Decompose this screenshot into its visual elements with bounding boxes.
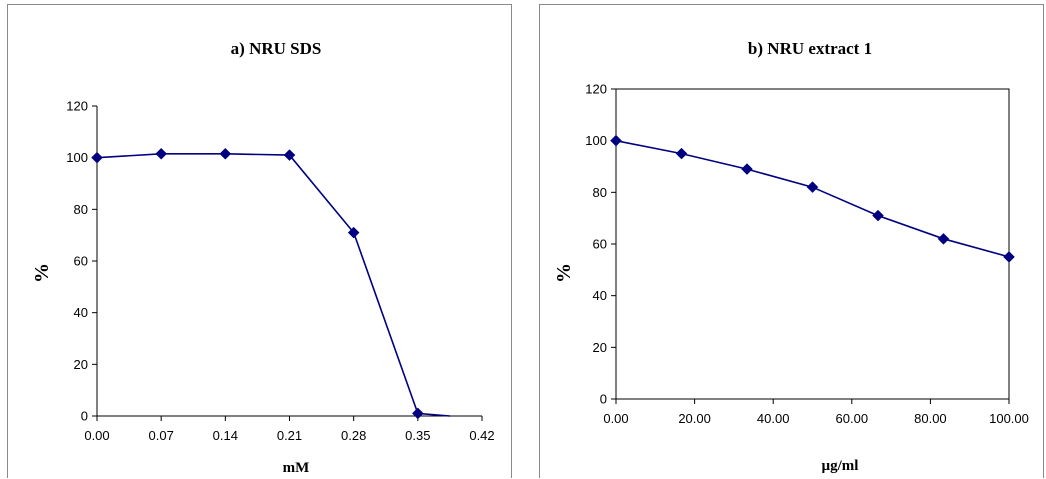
y-tick-label: 60 xyxy=(593,237,607,252)
data-point-marker xyxy=(741,163,753,175)
data-point-marker xyxy=(1003,251,1015,263)
y-tick-label: 80 xyxy=(74,202,88,217)
x-tick-label: 40.00 xyxy=(757,411,790,426)
y-tick-label: 100 xyxy=(66,150,88,165)
y-tick-label: 20 xyxy=(74,357,88,372)
data-point-marker xyxy=(937,232,950,245)
y-tick-label: 40 xyxy=(74,305,88,320)
y-tick-label: 100 xyxy=(585,133,607,148)
data-point-marker xyxy=(283,149,296,161)
x-tick-label: 60.00 xyxy=(836,411,869,426)
chart-panel-a: a) NRU SDS 0 20 40 60 80 100 120 0.00 0.07 0.14 0… xyxy=(7,4,512,478)
data-point-marker xyxy=(411,407,424,420)
series-line xyxy=(615,139,1010,258)
chart-a-title: a) NRU SDS xyxy=(231,39,322,58)
chart-b-svg: b) NRU extract 1 0 20 40 60 80 100 120 0.00 20.… xyxy=(553,39,1029,474)
chart-a-xlabel: mM xyxy=(283,460,310,476)
y-tick-label: 120 xyxy=(585,82,607,97)
x-tick-label: 80.00 xyxy=(914,411,947,426)
y-tick-label: 40 xyxy=(593,288,607,303)
y-tick-label: 0 xyxy=(600,392,607,407)
chart-b-xlabel: µg/ml xyxy=(822,458,859,474)
y-tick-label: 60 xyxy=(74,254,88,269)
chart-panel-b: b) NRU extract 1 0 20 40 60 80 100 120 0.00 20.… xyxy=(539,4,1044,478)
x-tick-label: 0.35 xyxy=(405,428,430,443)
data-point-marker xyxy=(872,209,884,222)
data-point-marker xyxy=(675,147,688,160)
chart-a-svg: a) NRU SDS 0 20 40 60 80 100 120 0.00 0.07 0.14 0… xyxy=(31,39,495,476)
y-tick-label: 120 xyxy=(66,99,88,114)
data-point-marker xyxy=(219,147,232,160)
y-tick-label: 80 xyxy=(593,185,607,200)
x-tick-label: 0.00 xyxy=(603,411,628,426)
series-line xyxy=(96,153,419,414)
data-point-marker xyxy=(806,181,819,194)
data-point-marker xyxy=(610,134,622,147)
y-tick-label: 0 xyxy=(81,409,88,424)
plot-frame xyxy=(615,88,1010,400)
x-tick-label: 0.28 xyxy=(341,428,366,443)
x-tick-label: 100.00 xyxy=(989,411,1029,426)
x-tick-label: 0.42 xyxy=(469,428,494,443)
data-point-marker xyxy=(91,151,103,164)
chart-b-title: b) NRU extract 1 xyxy=(748,39,872,58)
chart-a-ylabel: % xyxy=(31,263,53,283)
x-tick-label: 0.07 xyxy=(149,428,174,443)
data-point-marker xyxy=(155,147,168,160)
x-tick-label: 0.21 xyxy=(277,428,302,443)
y-tick-label: 20 xyxy=(593,340,607,355)
x-tick-label: 0.00 xyxy=(84,428,109,443)
x-tick-label: 20.00 xyxy=(678,411,711,426)
data-point-marker xyxy=(347,226,360,239)
chart-b-ylabel: % xyxy=(553,263,575,283)
x-tick-label: 0.14 xyxy=(213,428,238,443)
